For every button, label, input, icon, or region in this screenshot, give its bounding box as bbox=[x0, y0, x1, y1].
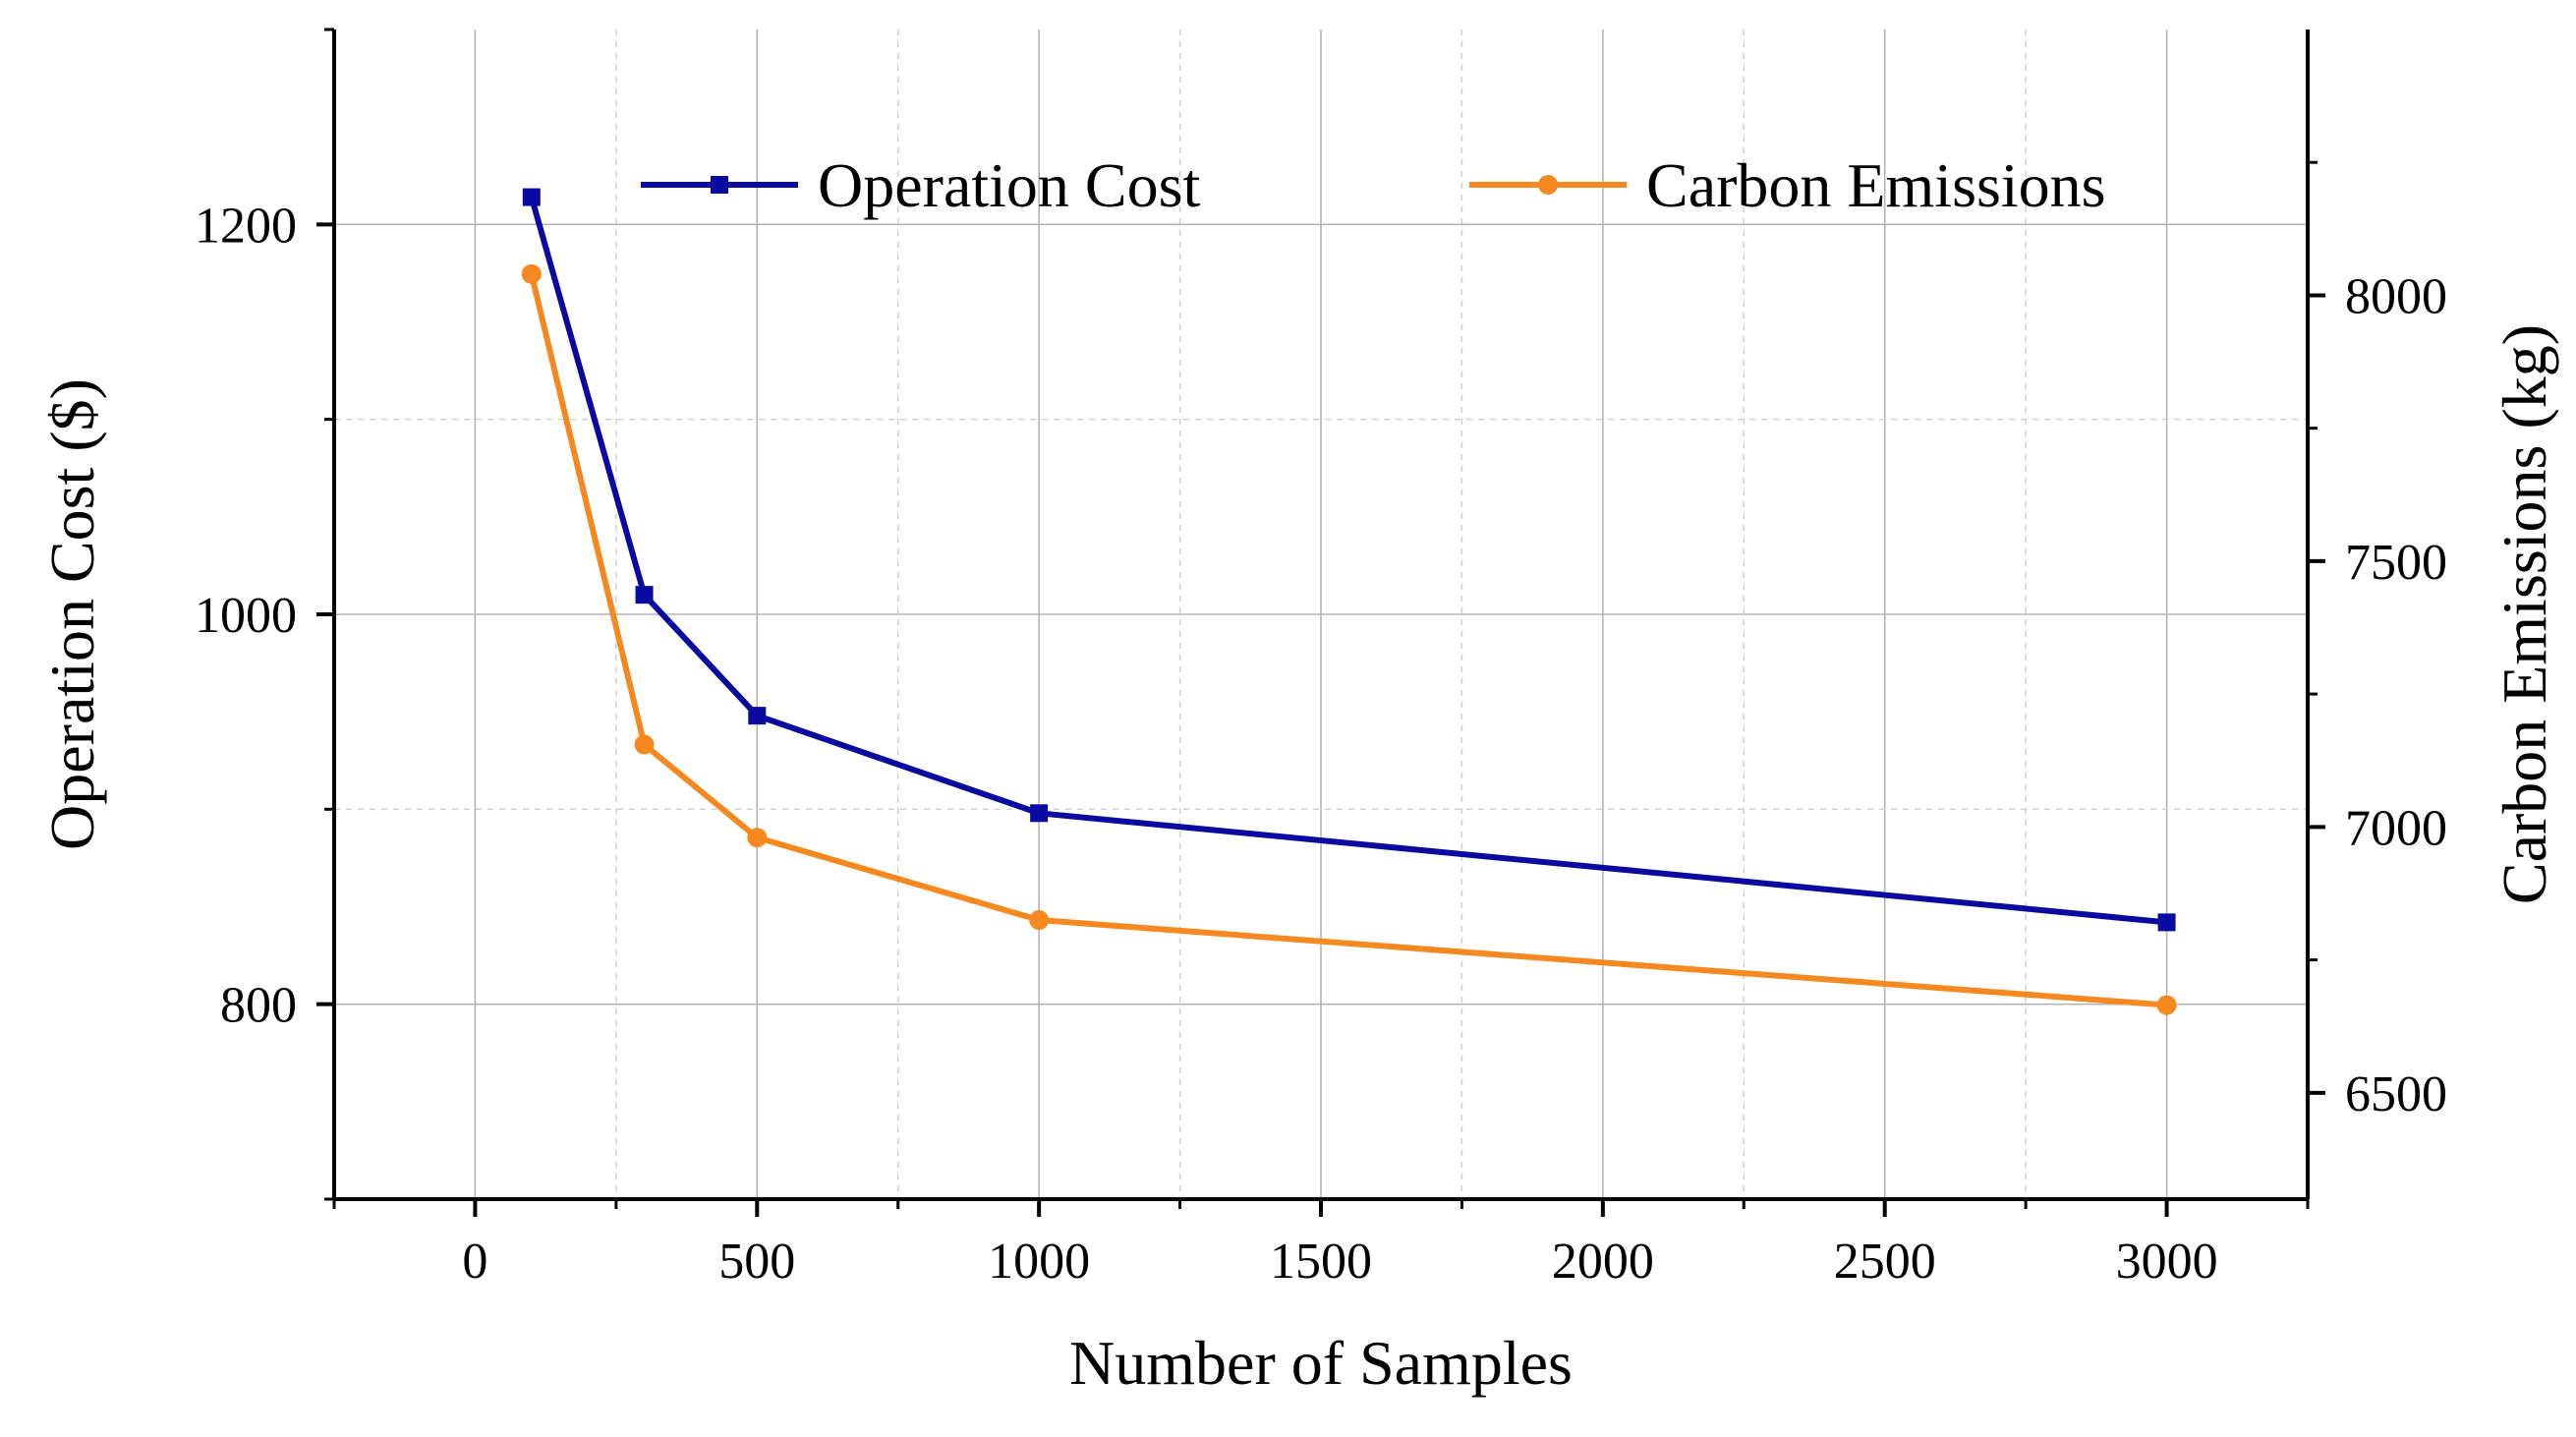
operation-cost-point bbox=[635, 586, 654, 604]
carbon-emissions-point bbox=[521, 263, 542, 284]
x-tick-label: 2500 bbox=[1834, 1234, 1936, 1290]
x-tick-label: 500 bbox=[718, 1234, 795, 1290]
y-right-tick-label: 7500 bbox=[2345, 535, 2447, 591]
x-tick-label: 1000 bbox=[988, 1234, 1090, 1290]
operation-cost-point bbox=[522, 188, 541, 206]
x-tick-label: 0 bbox=[462, 1234, 487, 1290]
carbon-emissions-point bbox=[2156, 995, 2177, 1015]
legend-label-carbon-emissions: Carbon Emissions bbox=[1646, 150, 2106, 220]
y-left-tick-label: 1200 bbox=[195, 198, 297, 254]
operation-cost-point bbox=[2157, 913, 2176, 932]
y-right-tick-label: 7000 bbox=[2345, 800, 2447, 856]
y-axis-left-label: Operation Cost ($) bbox=[37, 378, 107, 850]
x-axis-label: Number of Samples bbox=[1069, 1328, 1573, 1398]
x-tick-label: 2000 bbox=[1552, 1234, 1654, 1290]
carbon-emissions-point bbox=[747, 828, 768, 848]
y-left-tick-label: 1000 bbox=[195, 588, 297, 644]
legend-label-operation-cost: Operation Cost bbox=[818, 150, 1201, 220]
legend-marker-carbon-emissions bbox=[1538, 175, 1558, 195]
carbon-emissions-point bbox=[1029, 910, 1050, 931]
y-right-tick-label: 8000 bbox=[2345, 268, 2447, 324]
ticks: 0 500 1000 1500 2000 2500 3000 800 1000 1200 6500 7… bbox=[195, 28, 2447, 1290]
legend-marker-operation-cost bbox=[711, 176, 728, 194]
operation-cost-point bbox=[748, 707, 767, 725]
x-tick-label: 3000 bbox=[2116, 1234, 2218, 1290]
y-axis-right-label: Carbon Emissions (kg) bbox=[2490, 324, 2559, 904]
series-layer bbox=[521, 188, 2177, 1015]
x-tick-label: 1500 bbox=[1270, 1234, 1372, 1290]
carbon-emissions-point bbox=[634, 734, 655, 755]
legend: Operation Cost Carbon Emissions bbox=[641, 150, 2106, 220]
operation-cost-point bbox=[1030, 804, 1049, 823]
y-right-tick-label: 6500 bbox=[2345, 1066, 2447, 1122]
y-left-tick-label: 800 bbox=[220, 978, 297, 1034]
